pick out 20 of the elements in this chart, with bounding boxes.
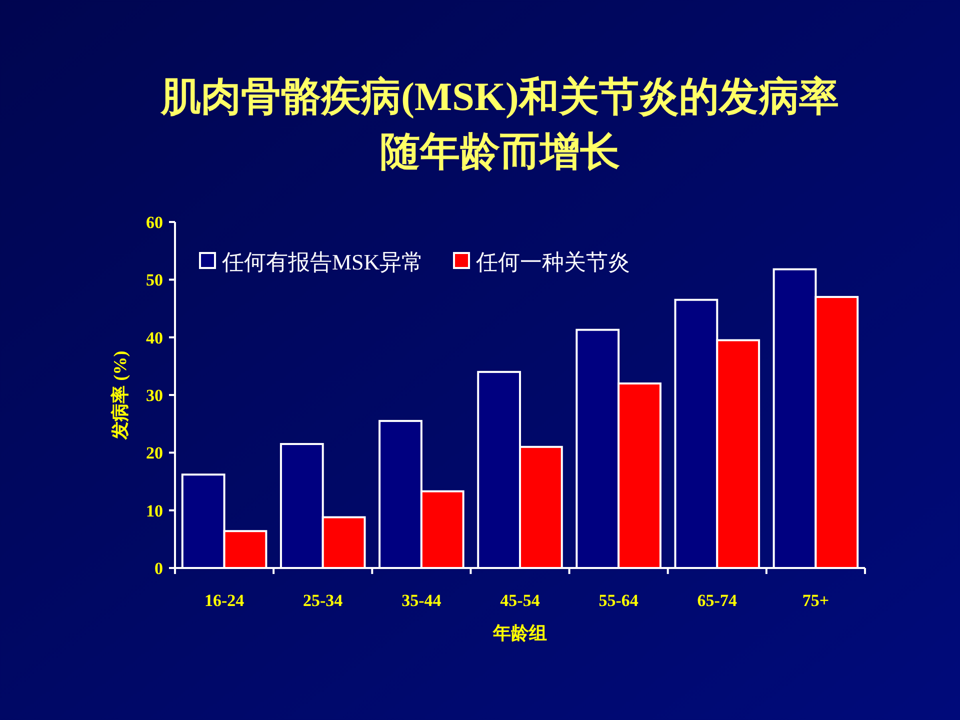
x-tick-label: 25-34 (303, 591, 344, 610)
x-tick-label: 65-74 (697, 591, 738, 610)
y-axis-title: 发病率 (%) (110, 350, 130, 440)
x-axis-title: 年龄组 (492, 623, 547, 643)
y-tick-label: 20 (146, 444, 163, 463)
chart-subtitle: 随年龄而增长 (380, 129, 620, 174)
x-tick-label: 35-44 (402, 591, 442, 610)
legend-label: 任何一种关节炎 (475, 250, 630, 275)
y-tick-label: 60 (146, 212, 163, 232)
y-tick-label: 10 (146, 501, 163, 520)
y-tick-label: 30 (146, 386, 163, 405)
y-tick-label: 40 (146, 328, 163, 348)
x-tick-label: 16-24 (204, 591, 245, 610)
x-tick-label: 75+ (802, 591, 830, 610)
chart-title: 肌肉骨骼疾病(MSK)和关节炎的发病率 (160, 74, 839, 119)
x-tick-label: 55-64 (598, 591, 639, 610)
y-tick-label: 50 (146, 270, 163, 290)
x-tick-label: 45-54 (500, 591, 540, 610)
y-tick-label: 0 (154, 558, 163, 578)
legend-label: 任何有报告MSK异常 (221, 250, 424, 275)
